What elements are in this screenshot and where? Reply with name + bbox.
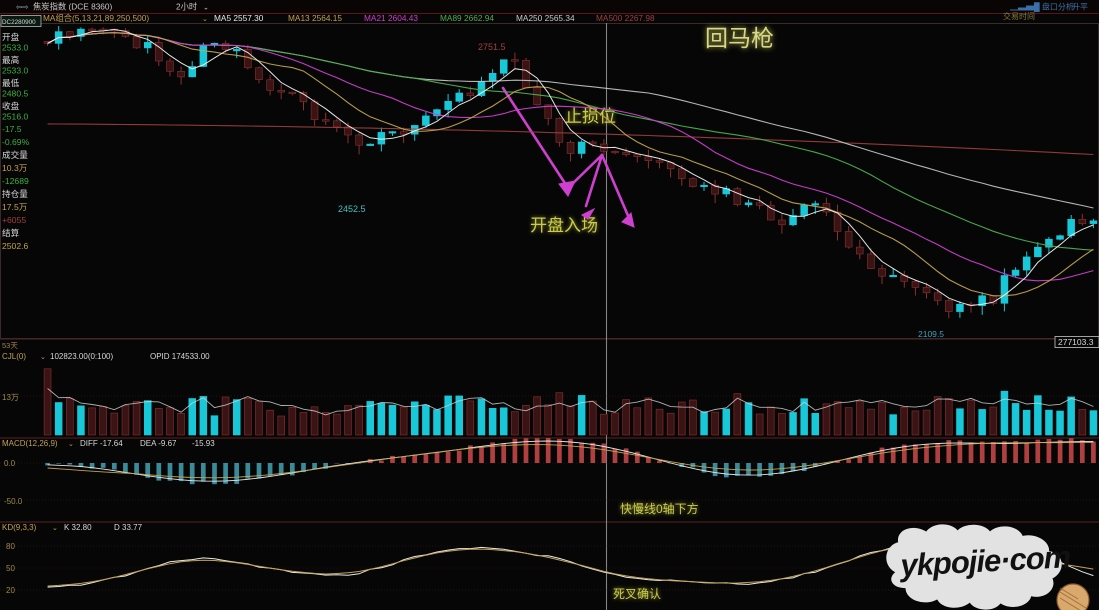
- svg-text:277103.3: 277103.3: [1058, 337, 1094, 347]
- svg-text:MACD(12,26,9): MACD(12,26,9): [2, 439, 58, 448]
- svg-text:2533.0: 2533.0: [2, 43, 29, 53]
- svg-text:17.5万: 17.5万: [2, 202, 28, 212]
- svg-text:最高: 最高: [2, 54, 20, 65]
- svg-text:2533.0: 2533.0: [2, 66, 29, 76]
- svg-text:开盘: 开盘: [2, 31, 20, 42]
- svg-text:-50.0: -50.0: [4, 497, 23, 506]
- svg-text:0.0: 0.0: [4, 459, 16, 468]
- svg-text:⌄: ⌄: [202, 16, 208, 23]
- svg-text:MA500 2267.98: MA500 2267.98: [596, 13, 655, 23]
- svg-text:升平: 升平: [1072, 3, 1088, 12]
- svg-text:102823.00(0:100): 102823.00(0:100): [50, 352, 114, 361]
- svg-text:2小时: 2小时: [176, 2, 197, 12]
- svg-text:+6055: +6055: [2, 215, 26, 225]
- svg-text:DC2280900: DC2280900: [2, 19, 36, 26]
- svg-text:▁▃▅█ 盘口分析: ▁▃▅█ 盘口分析: [1010, 2, 1074, 13]
- svg-text:53天: 53天: [2, 341, 18, 350]
- svg-text:80: 80: [6, 542, 15, 551]
- svg-text:⌄: ⌄: [203, 5, 209, 12]
- svg-text:2109.5: 2109.5: [918, 329, 944, 339]
- svg-text:2516.0: 2516.0: [2, 112, 29, 122]
- svg-text:MA21 2604.43: MA21 2604.43: [364, 13, 418, 23]
- svg-text:成交量: 成交量: [2, 149, 28, 160]
- svg-text:2751.5: 2751.5: [478, 42, 506, 52]
- svg-text:⇦⇨: ⇦⇨: [16, 3, 29, 12]
- svg-text:50: 50: [6, 564, 15, 573]
- svg-text:-0.69%: -0.69%: [2, 137, 30, 147]
- svg-text:MA组合(5,13,21,89,250,500): MA组合(5,13,21,89,250,500): [43, 13, 149, 23]
- svg-text:快慢线0轴下方: 快慢线0轴下方: [620, 501, 699, 516]
- svg-text:焦炭指数 (DCE 8360): 焦炭指数 (DCE 8360): [33, 2, 113, 12]
- svg-text:CJL(0): CJL(0): [2, 352, 26, 361]
- svg-text:回马枪: 回马枪: [705, 25, 774, 51]
- svg-text:DIFF -17.64: DIFF -17.64: [80, 439, 123, 448]
- svg-text:⌄: ⌄: [68, 441, 74, 448]
- svg-text:13万: 13万: [2, 393, 19, 402]
- svg-text:10.3万: 10.3万: [2, 163, 28, 173]
- svg-text:MA89 2662.94: MA89 2662.94: [440, 13, 494, 23]
- svg-text:D 33.77: D 33.77: [114, 523, 143, 532]
- svg-text:结算: 结算: [2, 227, 20, 238]
- svg-text:⌄: ⌄: [52, 525, 58, 532]
- svg-text:死叉确认: 死叉确认: [613, 587, 661, 601]
- svg-text:K 32.80: K 32.80: [64, 523, 92, 532]
- svg-text:-15.93: -15.93: [192, 439, 215, 448]
- svg-text:KD(9,3,3): KD(9,3,3): [2, 523, 37, 532]
- svg-text:OPID 174533.00: OPID 174533.00: [150, 352, 210, 361]
- svg-text:收盘: 收盘: [2, 100, 20, 111]
- svg-text:2452.5: 2452.5: [338, 204, 366, 214]
- svg-text:最低: 最低: [2, 77, 20, 88]
- svg-text:交易时间: 交易时间: [1003, 11, 1035, 21]
- svg-text:2502.6: 2502.6: [2, 241, 29, 251]
- svg-text:-17.5: -17.5: [2, 124, 22, 134]
- svg-text:-12689: -12689: [2, 176, 29, 186]
- svg-text:⌄: ⌄: [40, 354, 46, 361]
- svg-text:MA5 2557.30: MA5 2557.30: [214, 13, 264, 23]
- svg-text:20: 20: [6, 586, 15, 595]
- svg-text:DEA -9.67: DEA -9.67: [140, 439, 177, 448]
- svg-text:MA13 2564.15: MA13 2564.15: [288, 13, 342, 23]
- svg-text:MA250 2565.34: MA250 2565.34: [516, 13, 575, 23]
- svg-text:持仓量: 持仓量: [2, 188, 28, 199]
- svg-text:2480.5: 2480.5: [2, 89, 29, 99]
